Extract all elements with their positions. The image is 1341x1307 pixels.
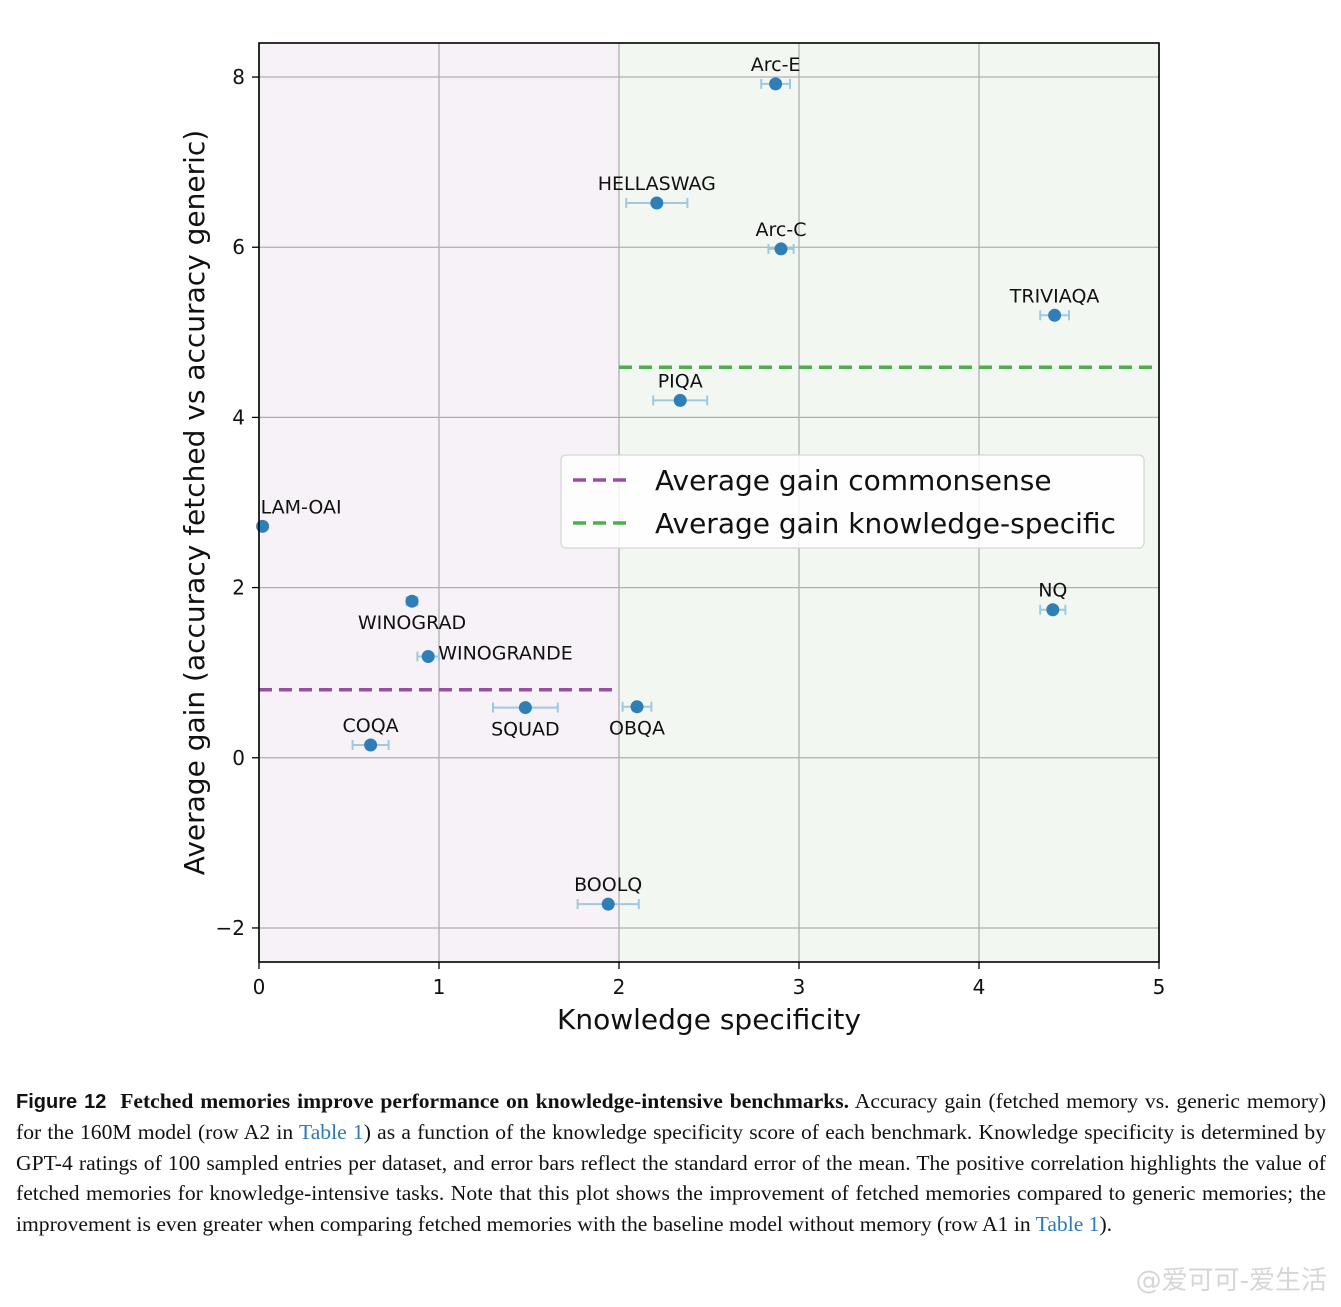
table-1-link-2[interactable]: Table 1: [1035, 1211, 1100, 1236]
data-point: [421, 650, 435, 664]
data-point: [630, 700, 644, 714]
data-point: [405, 594, 419, 608]
data-point: [364, 738, 378, 752]
point-label: PIQA: [658, 370, 703, 392]
legend-label: Average gain commonsense: [655, 464, 1052, 497]
point-label: NQ: [1038, 580, 1067, 602]
point-label: HELLASWAG: [598, 173, 716, 195]
y-tick-label: 6: [232, 235, 245, 259]
data-point: [1048, 308, 1062, 322]
point-label: BOOLQ: [574, 874, 642, 896]
x-tick-label: 1: [433, 975, 446, 999]
axis-ticks: 0 1 2 3 4 5 −2 0 2 4 6 8: [216, 65, 1166, 999]
legend-box: [560, 454, 1145, 549]
x-axis-title: Knowledge specificity: [557, 1003, 861, 1036]
y-tick-label: −2: [216, 916, 245, 940]
data-point: [256, 519, 270, 533]
caption-text-2: ) as a function of the knowledge specifi…: [16, 1120, 1326, 1236]
data-point: [650, 196, 664, 210]
point-label: SQUAD: [491, 719, 560, 741]
y-tick-label: 2: [232, 576, 245, 600]
point-label: WINOGRAD: [358, 612, 466, 634]
figure-title: Fetched memories improve performance on …: [120, 1089, 850, 1113]
y-tick-label: 0: [232, 746, 245, 770]
reference-lines: [259, 365, 1159, 692]
x-tick-label: 5: [1153, 975, 1166, 999]
scatter-chart: Arc-E HELLASWAG Arc-C TRIVIAQA PIQA LAM-OAI WI…: [178, 42, 1166, 1036]
data-point: [518, 701, 532, 715]
x-tick-label: 4: [973, 975, 986, 999]
data-point: [769, 77, 783, 91]
data-point: [673, 393, 687, 407]
point-label: WINOGRANDE: [438, 643, 573, 665]
legend-label: Average gain knowledge-specific: [655, 507, 1116, 540]
data-points: [256, 77, 1062, 911]
point-label: Arc-C: [756, 219, 807, 241]
table-1-link[interactable]: Table 1: [299, 1120, 364, 1145]
y-axis-title: Average gain (accuracy fetched vs accura…: [178, 130, 211, 875]
figure-label: Figure 12: [16, 1091, 107, 1113]
point-label: TRIVIAQA: [1009, 285, 1100, 307]
data-point: [774, 242, 788, 256]
x-tick-label: 2: [613, 975, 626, 999]
plot-frame: [258, 42, 1160, 963]
point-label: COQA: [343, 715, 399, 737]
y-tick-label: 8: [232, 65, 245, 89]
x-tick-label: 3: [793, 975, 806, 999]
point-labels: Arc-E HELLASWAG Arc-C TRIVIAQA PIQA LAM-OAI WI…: [261, 54, 1100, 896]
point-label: OBQA: [609, 718, 665, 740]
y-tick-label: 4: [232, 405, 245, 429]
x-tick-label: 0: [253, 975, 266, 999]
caption-text-1: Accuracy gain (fetched memory vs. generi…: [16, 1089, 1327, 1145]
data-point: [1046, 603, 1060, 617]
watermark: @爱可可-爱生活: [1135, 1266, 1327, 1296]
data-point: [601, 897, 615, 911]
figure-caption: Figure 12 Fetched memories improve perfo…: [16, 1086, 1326, 1239]
legend: Average gain commonsense Average gain kno…: [560, 454, 1145, 549]
point-label: Arc-E: [751, 54, 801, 76]
point-label: LAM-OAI: [261, 496, 342, 518]
caption-text-3: ).: [1099, 1211, 1113, 1236]
